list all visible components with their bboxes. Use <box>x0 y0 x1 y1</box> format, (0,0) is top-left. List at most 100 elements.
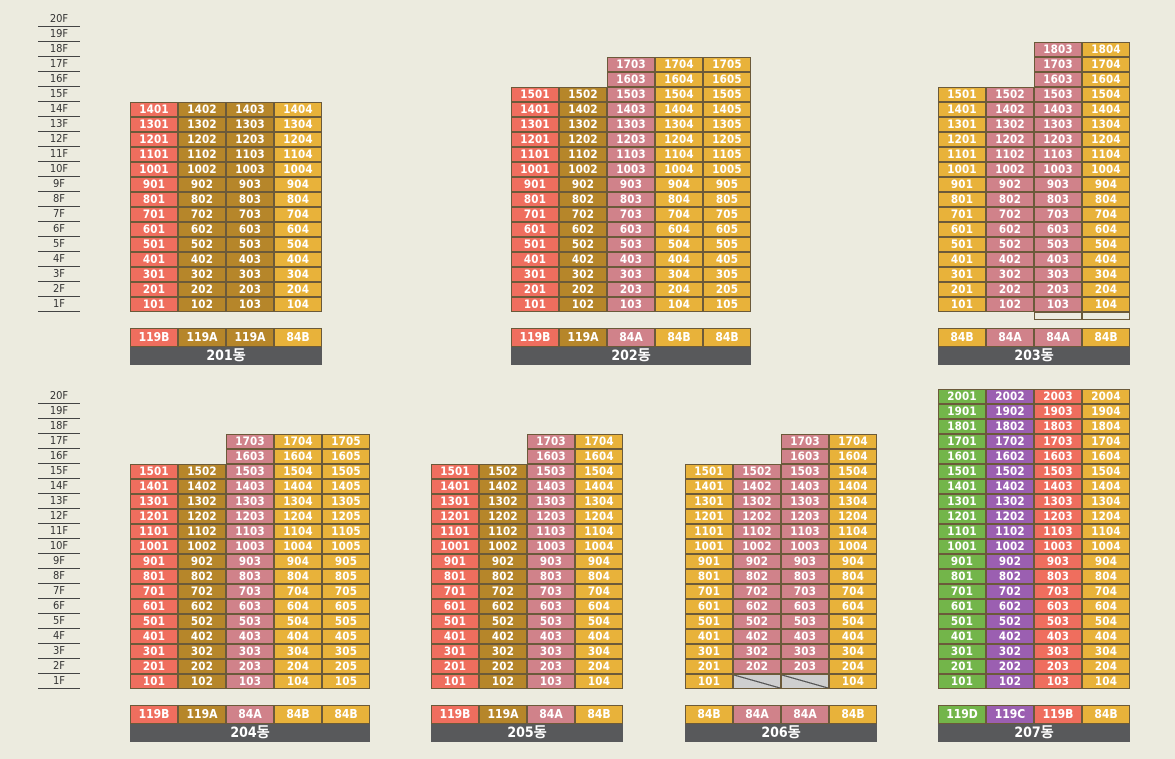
unit-cell: 201 <box>938 282 986 297</box>
spacer-cell <box>1034 312 1082 320</box>
unit-cell: 1604 <box>1082 449 1130 464</box>
unit-cell: 304 <box>274 267 322 282</box>
unit-type-label: 119A <box>178 705 226 724</box>
unit-cell: 703 <box>226 207 274 222</box>
unit-cell: 401 <box>431 629 479 644</box>
unit-cell: 1304 <box>1082 117 1130 132</box>
unit-cell: 801 <box>130 569 178 584</box>
unit-cell: 702 <box>986 207 1034 222</box>
unit-cell: 1704 <box>1082 57 1130 72</box>
unit-cell: 802 <box>559 192 607 207</box>
unit-cell: 304 <box>575 644 623 659</box>
unit-cell: 1001 <box>938 162 986 177</box>
unit-cell: 305 <box>322 644 370 659</box>
unit-cell: 1601 <box>938 449 986 464</box>
unit-cell: 1502 <box>733 464 781 479</box>
unit-cell: 401 <box>938 252 986 267</box>
unit-cell: 101 <box>685 674 733 689</box>
unit-cell: 1702 <box>986 434 1034 449</box>
unit-cell: 1604 <box>655 72 703 87</box>
unit-type-label: 119B <box>1034 705 1082 724</box>
unit-cell: 1101 <box>130 524 178 539</box>
unit-cell: 105 <box>703 297 751 312</box>
unit-cell: 603 <box>527 599 575 614</box>
unit-cell: 804 <box>1082 192 1130 207</box>
unit-cell: 1403 <box>226 102 274 117</box>
unit-cell: 101 <box>511 297 559 312</box>
unit-cell: 802 <box>986 192 1034 207</box>
unit-cell: 1203 <box>1034 132 1082 147</box>
unit-cell: 1202 <box>178 509 226 524</box>
unit-cell: 301 <box>130 644 178 659</box>
unit-cell: 1605 <box>322 449 370 464</box>
unit-cell: 503 <box>781 614 829 629</box>
unit-cell: 1901 <box>938 404 986 419</box>
unit-cell: 1205 <box>322 509 370 524</box>
unit-cell: 1101 <box>511 147 559 162</box>
unit-cell: 1004 <box>1082 162 1130 177</box>
spacer-cell <box>1082 312 1130 320</box>
unit-cell: 1302 <box>479 494 527 509</box>
unit-cell: 304 <box>1082 267 1130 282</box>
unit-cell: 902 <box>986 177 1034 192</box>
unit-cell: 702 <box>559 207 607 222</box>
unit-cell: 402 <box>986 252 1034 267</box>
unit-cell: 2003 <box>1034 389 1082 404</box>
unit-cell: 1204 <box>655 132 703 147</box>
unit-cell: 605 <box>703 222 751 237</box>
unit-cell: 401 <box>685 629 733 644</box>
unit-cell: 903 <box>1034 554 1082 569</box>
unit-cell: 1003 <box>1034 539 1082 554</box>
unit-cell: 2004 <box>1082 389 1130 404</box>
unit-cell: 802 <box>178 569 226 584</box>
unit-cell: 1302 <box>986 117 1034 132</box>
unit-cell: 1501 <box>130 464 178 479</box>
unit-cell: 302 <box>733 644 781 659</box>
unit-type-label: 84B <box>1082 328 1130 347</box>
unit-cell: 702 <box>178 207 226 222</box>
unit-cell: 103 <box>226 297 274 312</box>
floor-label: 10F <box>38 539 80 554</box>
unit-cell: 201 <box>938 659 986 674</box>
unit-cell: 604 <box>655 222 703 237</box>
unit-cell: 1304 <box>1082 494 1130 509</box>
unit-cell: 1301 <box>685 494 733 509</box>
unit-cell: 601 <box>938 222 986 237</box>
unit-cell: 601 <box>130 599 178 614</box>
unit-cell: 1505 <box>703 87 751 102</box>
unit-cell: 405 <box>703 252 751 267</box>
unit-cell: 1402 <box>986 102 1034 117</box>
unit-cell: 1101 <box>938 147 986 162</box>
unit-cell: 302 <box>178 644 226 659</box>
unit-cell: 704 <box>575 584 623 599</box>
unit-cell: 1003 <box>226 162 274 177</box>
unit-cell: 403 <box>781 629 829 644</box>
unit-cell: 303 <box>1034 644 1082 659</box>
unit-cell: 603 <box>781 599 829 614</box>
unit-cell: 904 <box>274 177 322 192</box>
unit-cell: 903 <box>607 177 655 192</box>
unit-cell: 1004 <box>655 162 703 177</box>
floor-label: 15F <box>38 464 80 479</box>
unit-cell: 1002 <box>986 539 1034 554</box>
unit-cell: 1005 <box>322 539 370 554</box>
unit-cell: 202 <box>479 659 527 674</box>
floor-label: 17F <box>38 434 80 449</box>
unit-cell: 1002 <box>178 162 226 177</box>
unit-cell: 1302 <box>986 494 1034 509</box>
unit-cell: 1104 <box>1082 147 1130 162</box>
unit-type-label: 119A <box>178 328 226 347</box>
unit-cell: 402 <box>178 629 226 644</box>
unit-cell: 202 <box>178 282 226 297</box>
unit-cell: 204 <box>1082 282 1130 297</box>
unit-cell: 1501 <box>431 464 479 479</box>
unit-cell: 604 <box>1082 222 1130 237</box>
unit-cell: 502 <box>986 614 1034 629</box>
unit-cell: 804 <box>575 569 623 584</box>
unit-cell: 804 <box>655 192 703 207</box>
unit-cell: 1402 <box>986 479 1034 494</box>
building-name: 205동 <box>431 724 623 742</box>
unit-cell: 204 <box>274 282 322 297</box>
unit-cell: 1102 <box>733 524 781 539</box>
unit-type-label: 119C <box>986 705 1034 724</box>
